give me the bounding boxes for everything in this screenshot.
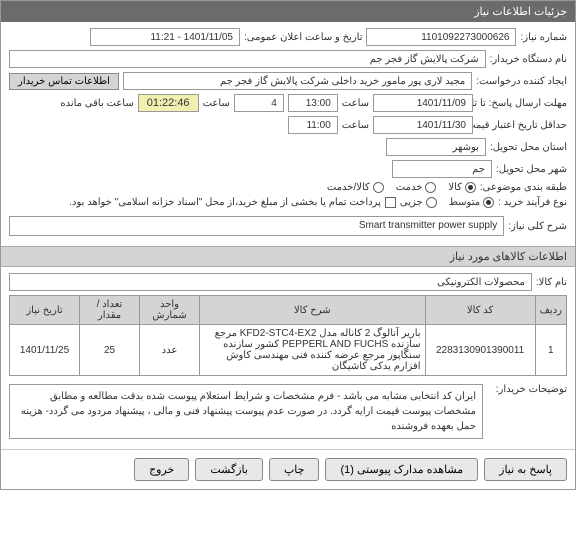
buyer-org-label: نام دستگاه خریدار: [490,54,567,65]
category-option-service[interactable]: خدمت [396,182,437,193]
table-row: 1 2283130901390011 باریر آنالوگ 2 کاناله… [10,325,567,376]
purchase-opt2-label: جزیی [400,197,423,208]
items-name-value: محصولات الکترونیکی [9,273,532,291]
announce-date-value: 1401/11/05 - 11:21 [90,28,240,46]
buyer-org-value: شرکت پالایش گاز فجر جم [9,50,486,68]
cell-item-desc: باریر آنالوگ 2 کاناله مدل KFD2-STC4-EX2 … [200,325,426,376]
row-buyer-org: نام دستگاه خریدار: شرکت پالایش گاز فجر ج… [9,50,567,68]
category-radio-group: کالا خدمت کالا/خدمت [327,182,476,193]
col-row-num: ردیف [535,296,566,325]
table-header-row: ردیف کد کالا شرح کالا واحد شمارش تعداد /… [10,296,567,325]
category-opt2-label: خدمت [396,182,423,193]
row-deadline: مهلت ارسال پاسخ: تا تاریخ: 1401/11/09 سا… [9,94,567,112]
cell-need-date: 1401/11/25 [10,325,80,376]
row-requester: ایجاد کننده درخواست: مجید لاری پور مامور… [9,72,567,90]
col-item-desc: شرح کالا [200,296,426,325]
announce-date-label: تاریخ و ساعت اعلان عمومی: [244,32,363,43]
purchase-option-medium[interactable]: متوسط [449,197,494,208]
city-label: شهر محل تحویل: [496,164,567,175]
validity-time: 11:00 [288,116,338,134]
province-value: بوشهر [386,138,486,156]
general-desc-label: شرح کلی نیاز: [508,221,567,232]
deadline-saat-label-1: ساعت [342,98,369,109]
row-validity: حداقل تاریخ اعتبار قیمت: تا تاریخ: 1401/… [9,116,567,134]
category-label: طبقه بندی موضوعی: [480,182,567,193]
items-name-label: نام کالا: [536,277,567,288]
deadline-saat-label-2: ساعت [203,98,230,109]
timer-value: 01:22:46 [138,94,199,112]
deadline-label: مهلت ارسال پاسخ: تا تاریخ: [477,98,567,109]
row-items-name: نام کالا: محصولات الکترونیکی [9,273,567,291]
title-text: جزئیات اطلاعات نیاز [474,6,567,18]
items-header-text: اطلاعات کالاهای مورد نیاز [450,251,567,263]
col-need-date: تاریخ نیاز [10,296,80,325]
col-item-code: کد کالا [425,296,535,325]
row-city: شهر محل تحویل: جم [9,160,567,178]
row-buyer-note: توضیحات خریدار: ایران کد انتخابی مشابه م… [9,384,567,439]
requester-value: مجید لاری پور مامور خرید داخلی شرکت پالا… [123,72,472,90]
requester-label: ایجاد کننده درخواست: [476,76,567,87]
cell-row-num: 1 [535,325,566,376]
radio-icon [425,182,436,193]
cell-qty: 25 [80,325,140,376]
buyer-note-value: ایران کد انتخابی مشابه می باشد - فرم مشخ… [9,384,483,439]
validity-date: 1401/11/30 [373,116,473,134]
items-table: ردیف کد کالا شرح کالا واحد شمارش تعداد /… [9,295,567,376]
print-button[interactable]: چاپ [269,458,320,481]
purchase-opt1-label: متوسط [449,197,480,208]
purchase-type-radio-group: متوسط جزیی [400,197,494,208]
main-section: شماره نیاز: 1101092273000626 تاریخ و ساع… [1,22,575,246]
bottom-button-bar: پاسخ به نیاز مشاهده مدارک پیوستی (1) چاپ… [1,449,575,489]
deadline-time: 13:00 [288,94,338,112]
exit-button[interactable]: خروج [134,458,189,481]
purchase-type-label: نوع فرآیند خرید : [498,197,567,208]
attachments-button[interactable]: مشاهده مدارک پیوستی (1) [325,458,478,481]
contact-info-button[interactable]: اطلاعات تماس خریدار [9,73,119,90]
payment-checkbox[interactable] [385,197,396,208]
payment-note: پرداخت تمام یا بخشی از مبلغ خرید،از محل … [69,197,381,208]
items-section: نام کالا: محصولات الکترونیکی ردیف کد کال… [1,267,575,449]
radio-icon [465,182,476,193]
request-number-value: 1101092273000626 [366,28,516,46]
col-unit: واحد شمارش [140,296,200,325]
deadline-date: 1401/11/09 [373,94,473,112]
row-general-desc: شرح کلی نیاز: Smart transmitter power su… [9,216,567,236]
radio-icon [373,182,384,193]
province-label: استان محل تحویل: [490,142,567,153]
request-number-label: شماره نیاز: [520,32,567,43]
remain-days: 4 [234,94,284,112]
category-option-goods[interactable]: کالا [448,182,476,193]
row-request-number: شماره نیاز: 1101092273000626 تاریخ و ساع… [9,28,567,46]
title-bar: جزئیات اطلاعات نیاز [1,1,575,22]
row-category: طبقه بندی موضوعی: کالا خدمت کالا/خدمت [9,182,567,193]
col-qty: تعداد / مقدار [80,296,140,325]
purchase-option-minor[interactable]: جزیی [400,197,437,208]
back-button[interactable]: بازگشت [195,458,263,481]
city-value: جم [392,160,492,178]
form-container: جزئیات اطلاعات نیاز شماره نیاز: 11010922… [0,0,576,490]
category-option-both[interactable]: کالا/خدمت [327,182,384,193]
items-section-header: اطلاعات کالاهای مورد نیاز [1,246,575,267]
general-desc-value: Smart transmitter power supply [9,216,504,236]
cell-unit: عدد [140,325,200,376]
radio-icon [426,197,437,208]
validity-saat-label: ساعت [342,120,369,131]
row-purchase-type: نوع فرآیند خرید : متوسط جزیی پرداخت تمام… [9,197,567,208]
remain-label: ساعت باقی مانده [60,98,133,109]
category-opt3-label: کالا/خدمت [327,182,370,193]
respond-button[interactable]: پاسخ به نیاز [484,458,567,481]
buyer-note-label: توضیحات خریدار: [487,384,567,395]
row-province: استان محل تحویل: بوشهر [9,138,567,156]
validity-label: حداقل تاریخ اعتبار قیمت: تا تاریخ: [477,120,567,131]
category-opt1-label: کالا [448,182,462,193]
radio-icon [483,197,494,208]
cell-item-code: 2283130901390011 [425,325,535,376]
